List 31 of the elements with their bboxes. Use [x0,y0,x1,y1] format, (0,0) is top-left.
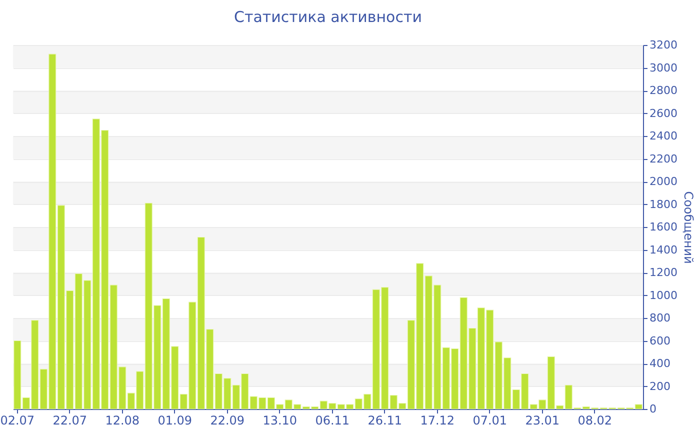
y-tick-label: 2200 [650,152,678,166]
y-tick-label: 1200 [650,266,678,279]
x-tick-label: 12.08 [105,414,140,428]
y-tick-label: 0 [650,402,656,416]
y-tick-label: 200 [650,380,670,393]
y-tick-label: 2000 [650,175,678,188]
y-tick-label: 1800 [650,198,678,211]
x-tick-label: 17.12 [420,414,455,428]
y-tick-label: 2600 [650,106,678,120]
x-tick-label: 02.07 [0,414,35,428]
chart-title: Статистика активности [234,8,422,26]
y-tick-label: 3200 [650,38,678,52]
y-tick-label: 400 [650,357,670,370]
y-tick-label: 2800 [650,84,678,97]
y-axis-title: Сообщений [681,191,696,264]
x-tick-label: 08.02 [578,414,612,428]
y-tick-label: 1600 [650,220,678,234]
y-tick-label: 1000 [650,288,678,302]
y-tick-label: 600 [650,334,670,348]
y-tick-label: 1400 [650,243,678,256]
x-tick-label: 22.09 [210,414,245,428]
y-tick-label: 800 [650,312,670,324]
x-tick-label: 26.11 [368,414,402,428]
x-tick-label: 22.07 [52,414,88,428]
x-tick-label: 13.10 [262,414,298,428]
x-tick-label: 07.01 [472,414,508,428]
y-tick-label: 3000 [650,61,678,74]
y-tick-label: 2400 [650,130,678,142]
x-tick-label: 06.11 [315,414,350,428]
x-tick-label: 23.01 [525,414,560,428]
x-tick-label: 01.09 [158,414,192,428]
